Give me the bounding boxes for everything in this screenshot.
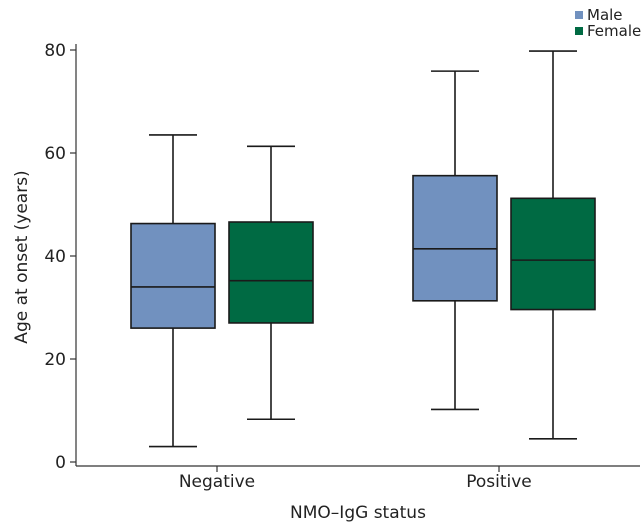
- legend-label-female: Female: [587, 22, 641, 40]
- iqr-box: [130, 222, 216, 329]
- iqr-box: [228, 221, 314, 324]
- iqr-box: [412, 174, 498, 302]
- x-tick-label-negative: Negative: [179, 472, 255, 492]
- box-group-female-negative: [228, 145, 314, 421]
- y-tick-label-80: 80: [44, 41, 66, 61]
- iqr-box: [510, 197, 596, 311]
- x-tick-label-positive: Positive: [466, 472, 532, 492]
- box-group-female-positive: [510, 50, 596, 440]
- x-axis-title: NMO–IgG status: [290, 503, 426, 523]
- y-tick-label-60: 60: [44, 144, 66, 164]
- box-group-male-negative: [130, 134, 216, 448]
- plot-area: [130, 50, 596, 448]
- legend-label-male: Male: [587, 6, 623, 24]
- y-axis-title: Age at onset (years): [12, 170, 32, 343]
- box-group-male-positive: [412, 70, 498, 411]
- axes: 0 20 40 60 80 Negative Positive: [44, 41, 640, 492]
- y-tick-label-0: 0: [55, 453, 66, 473]
- y-tick-label-40: 40: [44, 247, 66, 267]
- y-tick-label-20: 20: [44, 350, 66, 370]
- legend-swatch-male: [575, 11, 583, 19]
- legend-swatch-female: [575, 27, 583, 35]
